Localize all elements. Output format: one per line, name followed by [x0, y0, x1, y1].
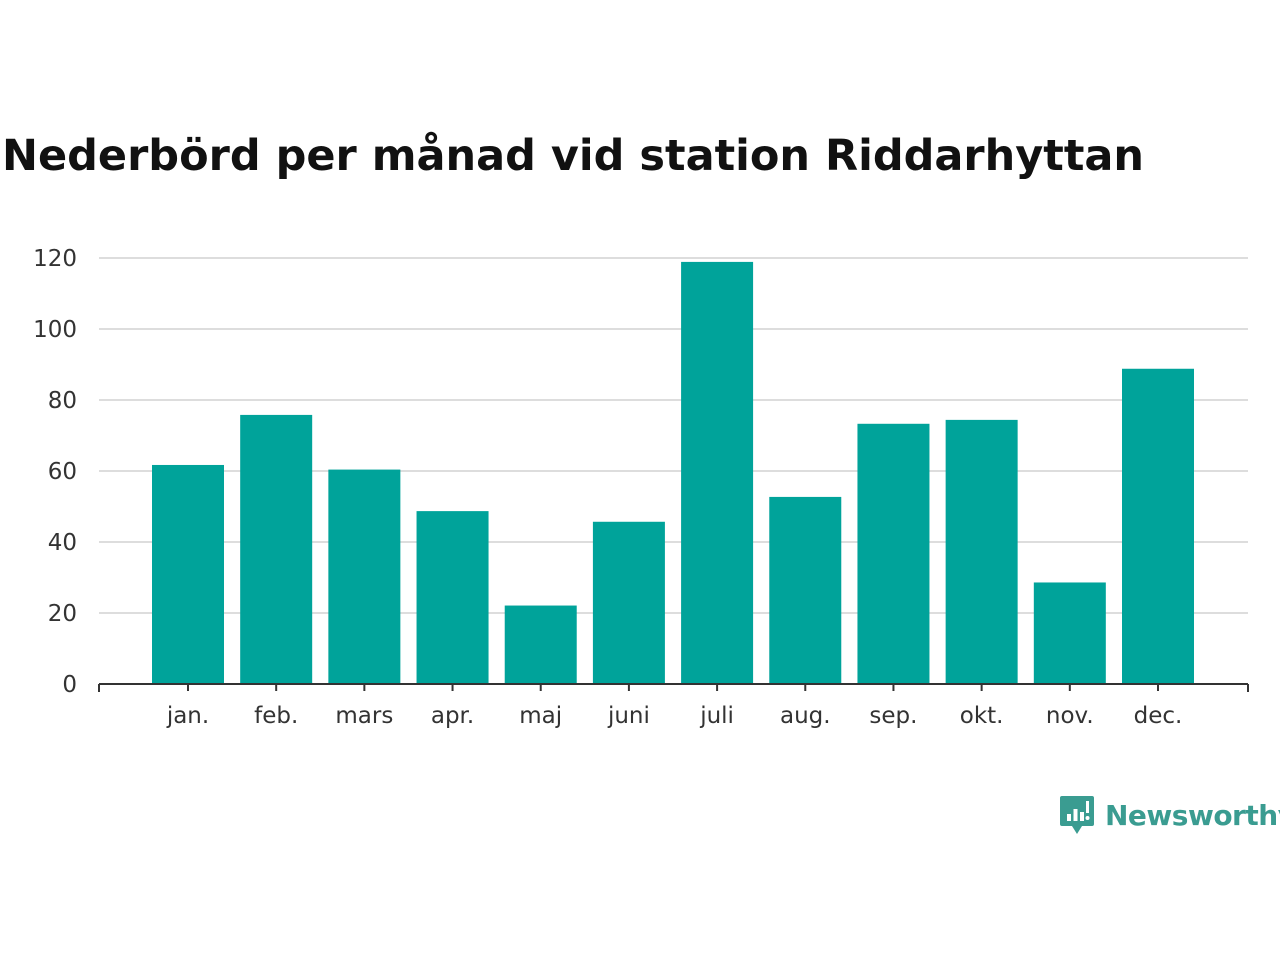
y-tick-label: 40 [48, 530, 77, 556]
bar-juli [681, 261, 754, 684]
y-tick-label: 120 [33, 246, 77, 272]
x-tick-label: jan. [166, 703, 209, 729]
x-axis [98, 683, 1249, 692]
x-tick-label: dec. [1134, 703, 1183, 729]
x-tick-label: feb. [254, 703, 298, 729]
y-tick-label: 100 [33, 317, 77, 343]
x-tick-label: sep. [869, 703, 917, 729]
x-tick-label: nov. [1046, 703, 1094, 729]
bar-feb [240, 414, 313, 684]
y-tick-label: 20 [48, 601, 77, 627]
x-tick-label: juni [607, 703, 650, 729]
bar-sep [857, 423, 930, 684]
chart-speech-bubble-icon [1060, 796, 1094, 834]
bar-apr [416, 511, 489, 684]
bar-nov [1033, 582, 1106, 684]
x-tick-label: mars [335, 703, 393, 729]
bar-mars [328, 469, 401, 684]
bar-juni [592, 521, 665, 684]
y-axis-tick-labels: 0 20 40 60 80 100 120 [33, 246, 77, 698]
bar-maj [504, 605, 577, 684]
x-tick-label: juli [699, 703, 734, 729]
y-tick-label: 80 [48, 388, 77, 414]
y-tick-label: 60 [48, 459, 77, 485]
newsworthy-logo: Newsworthy [1058, 790, 1280, 840]
bar-aug [769, 496, 842, 684]
x-tick-label: maj [519, 703, 562, 729]
brand-name: Newsworthy [1105, 798, 1280, 832]
x-tick-label: aug. [780, 703, 831, 729]
bars [152, 261, 1194, 684]
chart-title: Nederbörd per månad vid station Riddarhy… [2, 131, 1145, 181]
bar-dec [1122, 368, 1194, 684]
x-tick-label: apr. [431, 703, 474, 729]
x-tick-label: okt. [960, 703, 1004, 729]
bar-okt [945, 419, 1018, 684]
y-tick-label: 0 [62, 672, 77, 698]
x-axis-tick-labels: jan. feb. mars apr. maj juni juli aug. sep. okt. n… [166, 703, 1183, 729]
bar-jan [152, 464, 224, 684]
